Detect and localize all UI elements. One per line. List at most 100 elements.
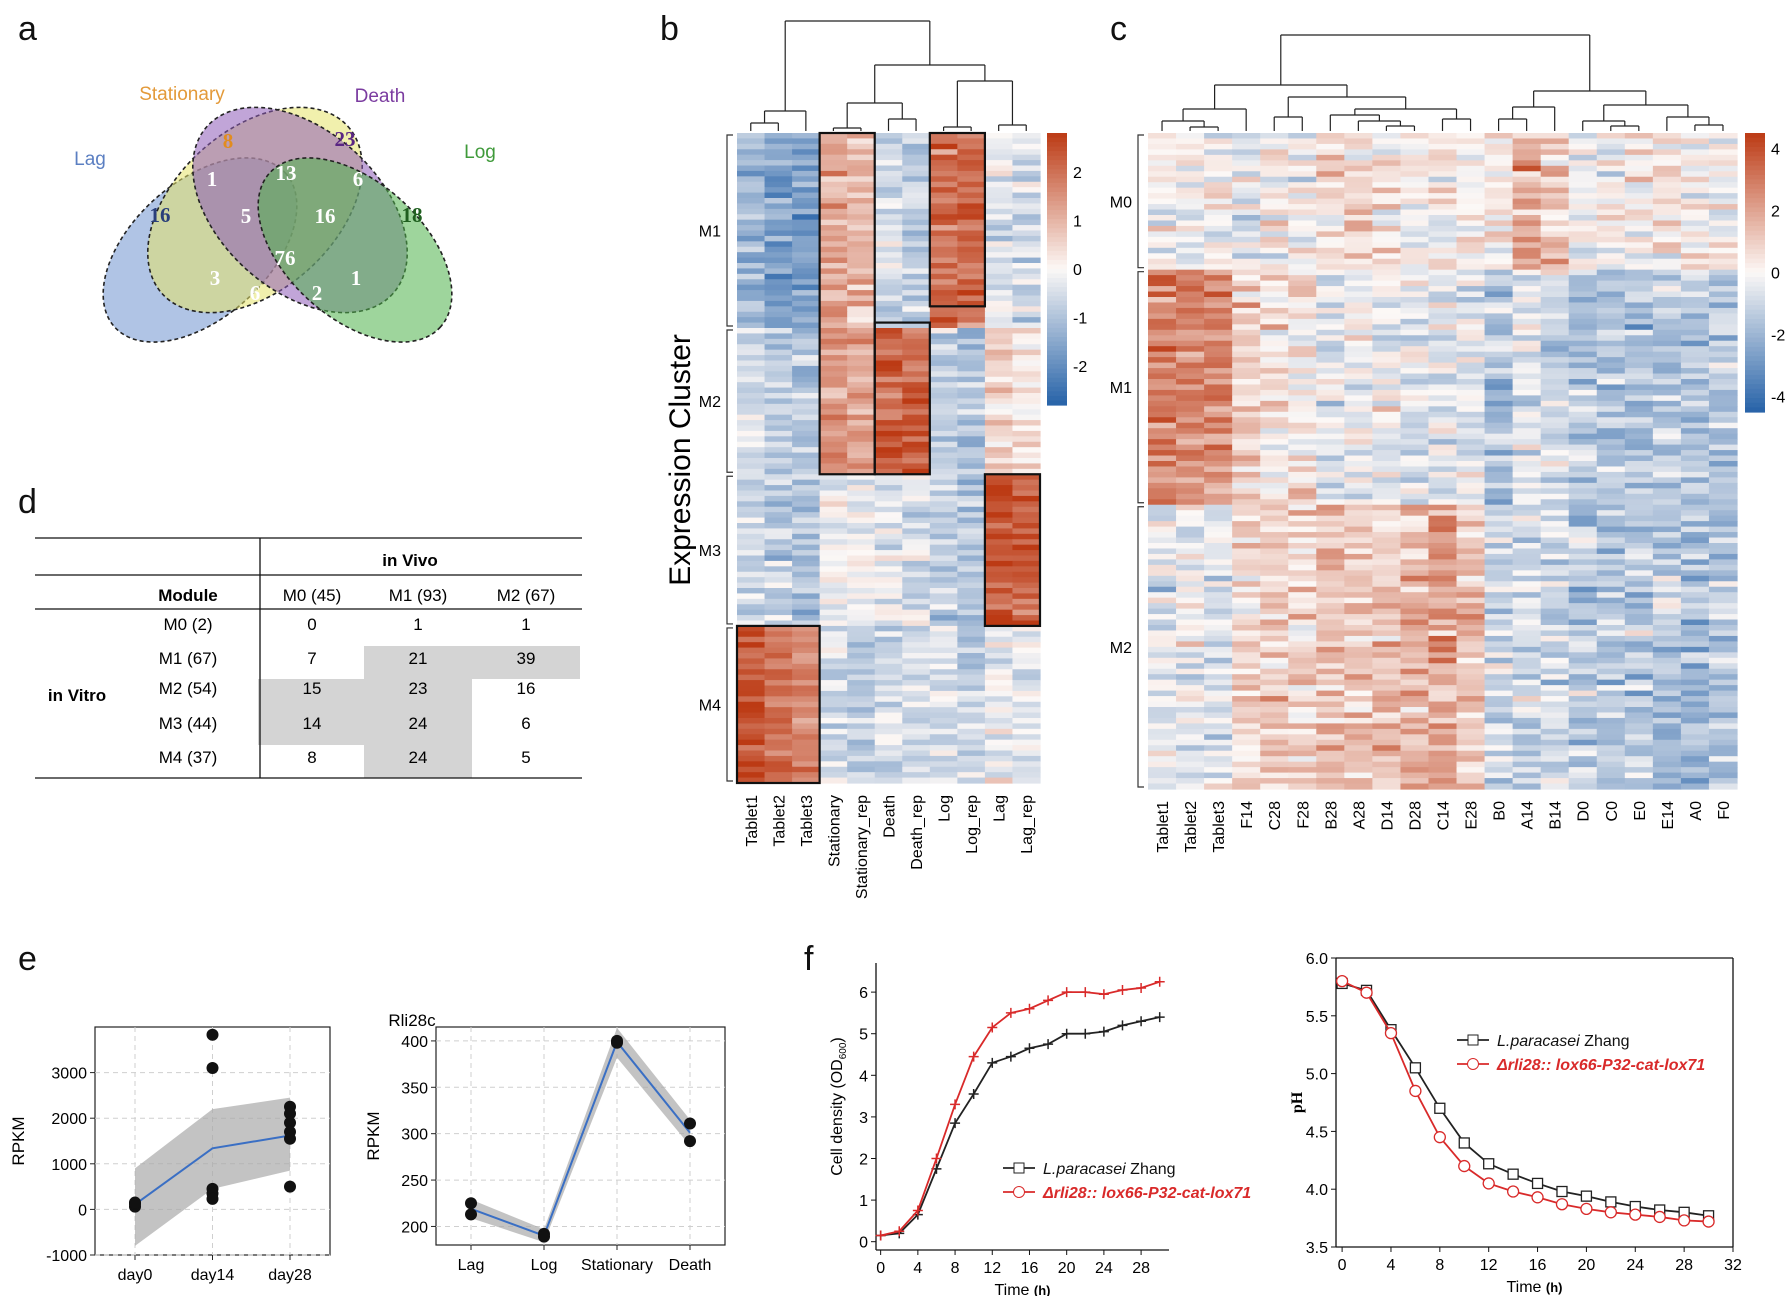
heatmap-cell bbox=[929, 279, 958, 286]
heatmap-cell bbox=[1148, 362, 1177, 369]
heatmap-cell bbox=[984, 425, 1014, 432]
data-marker bbox=[1024, 1003, 1035, 1014]
heatmap-cell bbox=[957, 718, 986, 725]
heatmap-cell bbox=[1176, 335, 1205, 342]
heatmap-cell bbox=[1568, 307, 1598, 314]
heatmap-cell bbox=[764, 252, 793, 259]
heatmap-cell bbox=[1652, 619, 1682, 626]
heatmap-cell bbox=[1344, 362, 1373, 369]
heatmap-cell bbox=[1232, 242, 1261, 249]
heatmap-cell bbox=[1652, 614, 1682, 621]
heatmap-cell bbox=[1456, 236, 1486, 243]
heatmap-cell bbox=[874, 604, 903, 611]
heatmap-cell bbox=[819, 506, 848, 513]
heatmap-cell bbox=[1260, 679, 1289, 686]
data-marker bbox=[1061, 1028, 1072, 1039]
heatmap-cell bbox=[957, 425, 986, 432]
heatmap-cell bbox=[1680, 510, 1710, 517]
heatmap-cell bbox=[1428, 417, 1458, 424]
heatmap-cell bbox=[1288, 635, 1317, 642]
heatmap-cell bbox=[1456, 482, 1486, 489]
heatmap-cell bbox=[1148, 750, 1177, 757]
heatmap-cell bbox=[1512, 291, 1542, 298]
heatmap-cell bbox=[1176, 236, 1205, 243]
heatmap-cell bbox=[1260, 466, 1289, 473]
heatmap-cell bbox=[792, 143, 821, 150]
heatmap-cell bbox=[1428, 701, 1458, 708]
heatmap-cell bbox=[1344, 187, 1373, 194]
heatmap-cell bbox=[1484, 685, 1514, 692]
heatmap-cell bbox=[1428, 329, 1458, 336]
heatmap-cell bbox=[1232, 433, 1261, 440]
heatmap-cell bbox=[1176, 154, 1205, 161]
heatmap-cell bbox=[1624, 526, 1654, 533]
heatmap-cell bbox=[1372, 269, 1402, 276]
heatmap-cell bbox=[1316, 564, 1345, 571]
heatmap-cell bbox=[1708, 745, 1738, 752]
heatmap-cell bbox=[1540, 368, 1570, 375]
heatmap-cell bbox=[874, 414, 903, 421]
heatmap-cell bbox=[1428, 444, 1458, 451]
heatmap-cell bbox=[764, 241, 793, 248]
heatmap-cell bbox=[847, 398, 876, 405]
heatmap-cell bbox=[1372, 171, 1402, 178]
heatmap-cell bbox=[1260, 439, 1289, 446]
data-point bbox=[465, 1197, 477, 1210]
heatmap-cell bbox=[1204, 231, 1233, 238]
heatmap-cell bbox=[1288, 461, 1317, 468]
heatmap-cell bbox=[737, 631, 766, 638]
heatmap-cell bbox=[1316, 362, 1345, 369]
heatmap-cell bbox=[1484, 772, 1514, 779]
heatmap-cell bbox=[1484, 581, 1514, 588]
heatmap-cell bbox=[1708, 247, 1738, 254]
heatmap-cell bbox=[792, 203, 821, 210]
heatmap-cell bbox=[1540, 395, 1570, 402]
colorbar-segment bbox=[1745, 221, 1765, 227]
heatmap-cell bbox=[1372, 641, 1402, 648]
heatmap-cell bbox=[1204, 340, 1233, 347]
heatmap-cell bbox=[1288, 466, 1317, 473]
heatmap-cell bbox=[1484, 215, 1514, 222]
heatmap-cell bbox=[1512, 329, 1542, 336]
heatmap-cell bbox=[929, 560, 958, 567]
heatmap-cell bbox=[1568, 537, 1598, 544]
heatmap-cell bbox=[764, 246, 793, 253]
table-row-header: M3 (44) bbox=[159, 714, 218, 733]
heatmap-cell bbox=[1484, 340, 1514, 347]
heatmap-cell bbox=[1596, 433, 1626, 440]
heatmap-cell bbox=[737, 604, 766, 611]
heatmap-cell bbox=[1456, 286, 1486, 293]
heatmap-cell bbox=[1680, 368, 1710, 375]
cluster-label-m4: M4 bbox=[699, 697, 721, 714]
heatmap-cell bbox=[1568, 510, 1598, 517]
heatmap-cell bbox=[1484, 193, 1514, 200]
heatmap-cell bbox=[1176, 723, 1205, 730]
heatmap-cell bbox=[1456, 149, 1486, 156]
heatmap-cell bbox=[1288, 564, 1317, 571]
heatmap-cell bbox=[1012, 766, 1041, 773]
heatmap-cell bbox=[1680, 275, 1710, 282]
heatmap-cell bbox=[1512, 193, 1542, 200]
heatmap-cell bbox=[1596, 379, 1626, 386]
heatmap-cell bbox=[1680, 685, 1710, 692]
heatmap-cell bbox=[1400, 384, 1430, 391]
heatmap-cell bbox=[1512, 138, 1542, 145]
heatmap-cell bbox=[737, 750, 766, 757]
heatmap-cell bbox=[1652, 652, 1682, 659]
heatmap-cell bbox=[1204, 608, 1233, 615]
heatmap-cell bbox=[1316, 493, 1345, 500]
heatmap-cell bbox=[1652, 690, 1682, 697]
heatmap-cell bbox=[1316, 734, 1345, 741]
heatmap-cell bbox=[1372, 220, 1402, 227]
heatmap-cell bbox=[874, 582, 903, 589]
heatmap-cell bbox=[1708, 182, 1738, 189]
heatmap-cell bbox=[1344, 674, 1373, 681]
heatmap-cell bbox=[1372, 231, 1402, 238]
colorbar-segment bbox=[1047, 237, 1067, 243]
heatmap-cell bbox=[1652, 532, 1682, 539]
heatmap-cell bbox=[1568, 198, 1598, 205]
heatmap-cell bbox=[1540, 215, 1570, 222]
heatmap-cell bbox=[847, 311, 876, 318]
heatmap-cell bbox=[902, 604, 931, 611]
colorbar-segment bbox=[1047, 282, 1067, 288]
